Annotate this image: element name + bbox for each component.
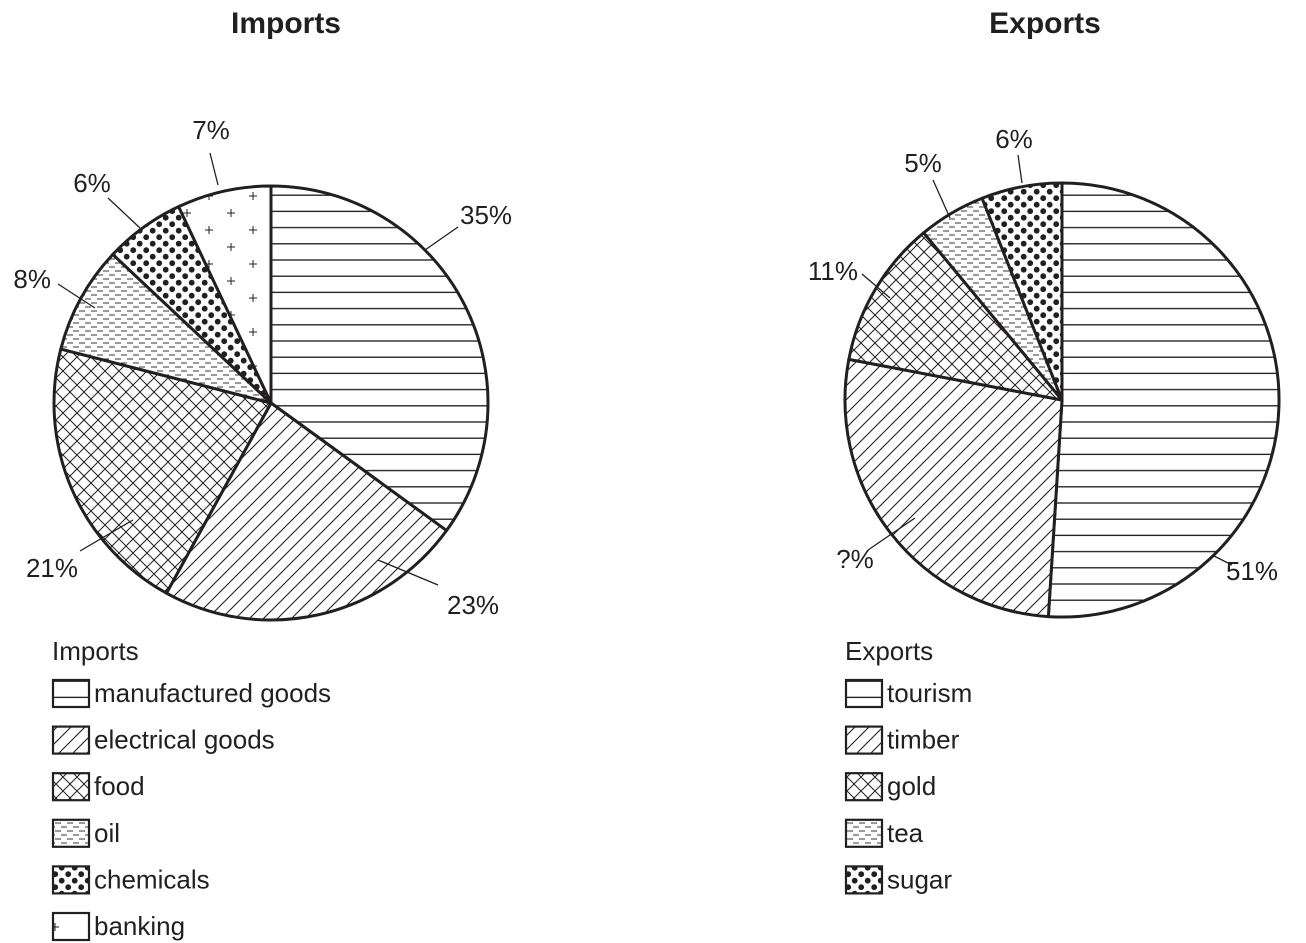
legend-label-tea: tea (887, 818, 924, 848)
legend-label-banking: banking (94, 911, 185, 941)
leader-line-oil (57, 283, 96, 309)
leader-line-gold (861, 273, 891, 299)
data-label-timber: ?% (836, 544, 874, 574)
legend-label-manufactured-goods: manufactured goods (94, 678, 331, 708)
chart-title: Imports (231, 7, 341, 40)
imports-pie-chart: Imports 35% 23% 21% 8% 6% 7% Imports manufacture… (13, 7, 512, 942)
chart-title: Exports (989, 7, 1101, 40)
legend-swatch-chemicals (51, 865, 91, 895)
leader-line-tea (932, 179, 951, 219)
legend-label-timber: timber (887, 725, 960, 755)
data-label-manufactured-goods: 35% (460, 200, 512, 230)
legend-swatch-timber (844, 725, 884, 755)
leader-line-electrical-goods (377, 559, 439, 586)
pie-slice-gold (847, 231, 1064, 402)
data-label-banking: 7% (192, 115, 230, 145)
exports-pie-chart: Exports 51%?% 11% 5% 6% Exports tourism timber g… (808, 7, 1281, 895)
legend-title: Imports (52, 636, 139, 666)
pie-slice-manufactured-goods (269, 184, 490, 533)
data-label-sugar: 6% (995, 124, 1033, 154)
legend-label-electrical-goods: electrical goods (94, 725, 275, 755)
pie-slice-sugar (980, 181, 1064, 402)
leader-line-banking (209, 152, 219, 186)
pie-slice-electrical-goods (164, 401, 449, 622)
legend-label-food: food (94, 771, 145, 801)
legend-swatch-tea (844, 818, 884, 848)
legend-swatch-food (51, 772, 91, 802)
legend-swatch-sugar (844, 865, 884, 895)
leader-line-tourism (1211, 554, 1233, 566)
legend-swatch-oil (51, 818, 91, 848)
data-label-electrical-goods: 23% (447, 590, 499, 620)
leader-line-chemicals (107, 197, 141, 229)
legend-label-oil: oil (94, 818, 120, 848)
leader-line-manufactured-goods (424, 226, 459, 251)
data-label-tourism: 51% (1226, 556, 1278, 586)
legend-label-chemicals: chemicals (94, 864, 210, 894)
legend-swatch-tourism (844, 678, 884, 709)
data-label-chemicals: 6% (73, 168, 111, 198)
leader-line-food (79, 519, 134, 552)
legend-swatch-gold (844, 772, 884, 802)
pie-slice-banking (177, 184, 273, 405)
legend-label-sugar: sugar (887, 864, 952, 894)
legend-label-gold: gold (887, 771, 936, 801)
data-label-tea: 5% (904, 148, 942, 178)
data-label-food: 21% (26, 553, 78, 583)
legend-swatch-banking (51, 911, 91, 942)
data-label-gold: 11% (808, 256, 858, 286)
pie-slice-tourism (1046, 181, 1281, 619)
leader-line-sugar (1017, 154, 1023, 184)
legend-swatch-electrical-goods (51, 725, 91, 755)
legend-label-tourism: tourism (887, 678, 972, 708)
pie-slice-food (52, 347, 273, 595)
data-label-oil: 8% (13, 264, 51, 294)
legend-swatch-manufactured-goods (51, 678, 91, 709)
legend-title: Exports (845, 636, 933, 666)
leader-line-timber (867, 517, 916, 551)
pie-slice-timber (843, 357, 1064, 619)
